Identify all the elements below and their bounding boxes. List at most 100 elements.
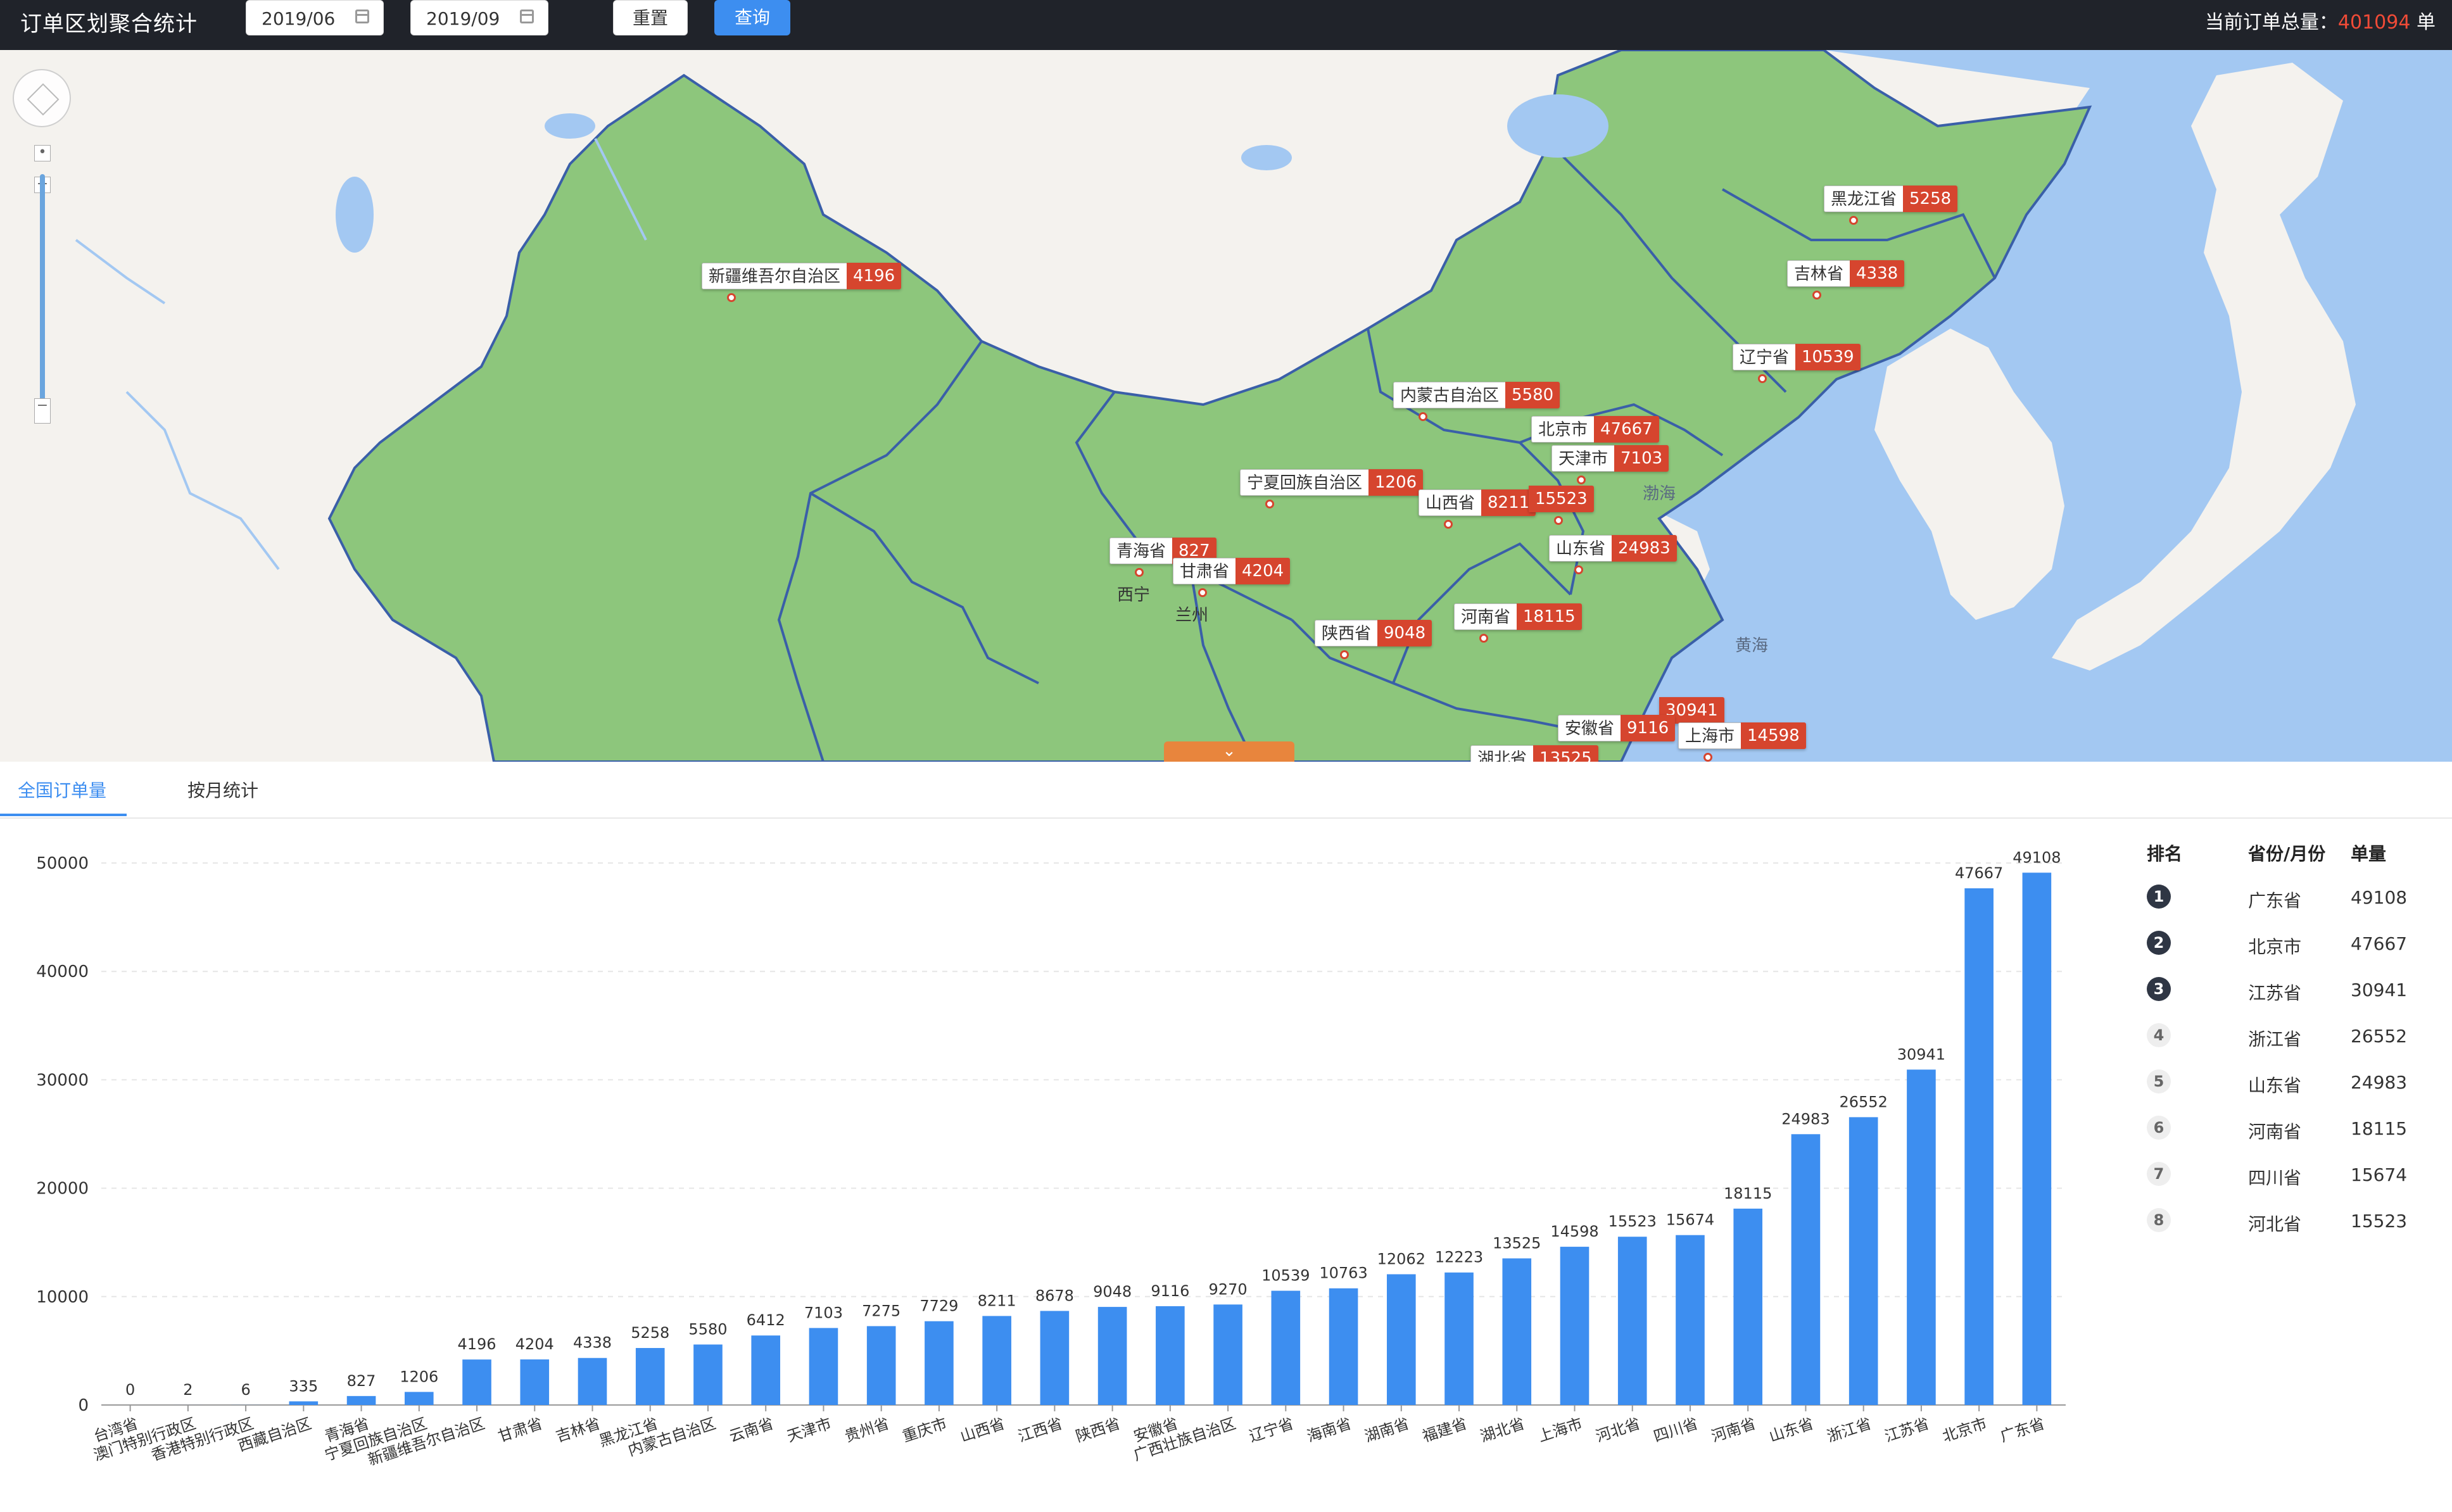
province-marker[interactable]: 内蒙古自治区 5580 (1393, 382, 1560, 421)
bar-value-label: 9048 (1093, 1283, 1132, 1301)
province-marker[interactable]: 上海市 14598 (1678, 722, 1806, 762)
tab-monthly-stats[interactable]: 按月统计 (187, 780, 259, 801)
rank-count: 26552 (2351, 1026, 2408, 1047)
zoom-track[interactable] (40, 174, 45, 402)
bar (1791, 1134, 1821, 1405)
bar-value-label: 4196 (457, 1335, 496, 1353)
marker-dot (1703, 753, 1712, 762)
bar-value-label: 6 (241, 1381, 250, 1399)
china-region (327, 50, 2092, 762)
total-orders-value: 401094 (2337, 11, 2411, 34)
ranking-row: 8 河北省 15523 (2102, 1208, 2452, 1252)
bar (1040, 1311, 1070, 1405)
bar (809, 1328, 838, 1405)
bar (462, 1359, 491, 1405)
province-marker[interactable]: 安徽省 9116 (1558, 715, 1676, 754)
start-month-picker[interactable]: 2019/06 (246, 0, 384, 35)
x-tick-label: 江苏省 (1883, 1414, 1931, 1446)
zoom-out-button[interactable]: − (34, 398, 51, 424)
marker-dot (1419, 412, 1427, 421)
bar (982, 1316, 1011, 1405)
province-marker[interactable]: 青海省 827 (1109, 538, 1217, 577)
bar (1964, 888, 1994, 1405)
count-header: 单量 (2351, 843, 2387, 864)
bar-value-label: 24983 (1781, 1110, 1830, 1128)
bar (1156, 1306, 1185, 1405)
marker-dot (1198, 588, 1207, 597)
bar (1502, 1258, 1532, 1405)
province-marker[interactable]: 辽宁省 10539 (1733, 344, 1861, 383)
bar (1271, 1290, 1301, 1405)
y-tick-label: 50000 (36, 854, 89, 873)
province-marker[interactable]: 湖北省 13525 (1470, 745, 1598, 762)
province-marker[interactable]: 吉林省 4338 (1787, 260, 1905, 299)
rank-region: 河北省 (2248, 1214, 2302, 1235)
rank-badge: 1 (2147, 885, 2171, 909)
bar (1676, 1235, 1705, 1405)
water-features (75, 138, 647, 570)
x-tick-label: 湖北省 (1478, 1414, 1527, 1446)
x-tick-label: 福建省 (1420, 1414, 1469, 1446)
city-label: 西宁 (1117, 586, 1151, 605)
bar-value-label: 26552 (1839, 1093, 1887, 1111)
bar (1097, 1307, 1127, 1405)
ranking-row: 6 河南省 18115 (2102, 1116, 2452, 1160)
end-month-picker[interactable]: 2019/09 (410, 0, 548, 35)
province-marker[interactable]: 河南省 18115 (1454, 603, 1582, 643)
province-marker[interactable]: 15523 (1529, 486, 1594, 525)
land-japan (2052, 63, 2356, 671)
bar-value-label: 15523 (1608, 1213, 1657, 1230)
app-title: 订单区划聚合统计 (20, 11, 198, 37)
marker-dot (1577, 476, 1586, 484)
bar-value-label: 4204 (515, 1335, 554, 1353)
province-marker[interactable]: 北京市 47667 (1531, 416, 1659, 455)
x-tick-label: 湖南省 (1363, 1414, 1412, 1446)
reset-button[interactable]: 重置 (613, 0, 688, 35)
collapse-map-button[interactable]: ⌄ (1164, 741, 1294, 762)
bar (866, 1326, 896, 1405)
chevron-down-icon: ⌄ (1222, 741, 1236, 760)
rank-region: 河南省 (2248, 1121, 2302, 1142)
rank-region: 四川省 (2248, 1168, 2302, 1188)
province-marker[interactable]: 山西省 8211 (1419, 489, 1536, 529)
province-marker[interactable]: 天津市 7103 (1551, 445, 1669, 484)
marker-dot (1479, 634, 1488, 643)
province-marker[interactable]: 黑龙江省 5258 (1824, 186, 1958, 225)
pan-control[interactable] (13, 69, 71, 127)
bar (1560, 1247, 1589, 1405)
rank-header: 排名 (2147, 843, 2183, 864)
query-button[interactable]: 查询 (714, 0, 790, 35)
rank-badge: 6 (2147, 1116, 2171, 1140)
rank-badge: 7 (2147, 1162, 2171, 1186)
bar (1617, 1237, 1647, 1405)
province-marker[interactable]: 甘肃省 4204 (1173, 558, 1291, 597)
province-marker[interactable]: 陕西省 9048 (1315, 620, 1432, 659)
bar-value-label: 15674 (1666, 1211, 1714, 1229)
province-marker[interactable]: 新疆维吾尔自治区 4196 (702, 263, 902, 302)
marker-dot (727, 293, 736, 302)
province-marker[interactable]: 宁夏回族自治区 1206 (1240, 469, 1424, 508)
x-tick-label: 吉林省 (553, 1414, 602, 1446)
bar (635, 1347, 665, 1405)
bar (1848, 1117, 1878, 1405)
tab-national-orders[interactable]: 全国订单量 (18, 780, 107, 801)
rank-badge: 8 (2147, 1208, 2171, 1232)
bar (1386, 1274, 1416, 1405)
map-view[interactable]: 渤海 黄海 西宁 兰州 新疆维吾尔自治区 4196 黑龙江省 5258 吉林省 433… (0, 50, 2452, 762)
bar-value-label: 13525 (1493, 1234, 1541, 1252)
x-tick-label: 云南省 (727, 1414, 776, 1446)
bar-value-label: 9270 (1209, 1280, 1248, 1298)
rank-badge: 4 (2147, 1023, 2171, 1047)
bar (693, 1344, 723, 1405)
top-bar: 订单区划聚合统计 2019/06 2019/09 重置 查询 当前订单总量：40… (0, 0, 2452, 50)
province-marker[interactable]: 山东省 24983 (1549, 535, 1677, 574)
bar (1733, 1208, 1763, 1405)
rank-region: 浙江省 (2248, 1029, 2302, 1050)
locate-icon[interactable]: • (34, 145, 51, 161)
rank-region: 江苏省 (2248, 983, 2302, 1004)
bar-value-label: 7729 (920, 1297, 958, 1315)
province-borders (777, 150, 1996, 762)
zoom-control[interactable]: • + − (34, 145, 51, 436)
rank-count: 15523 (2351, 1211, 2408, 1232)
bar (1329, 1288, 1358, 1405)
